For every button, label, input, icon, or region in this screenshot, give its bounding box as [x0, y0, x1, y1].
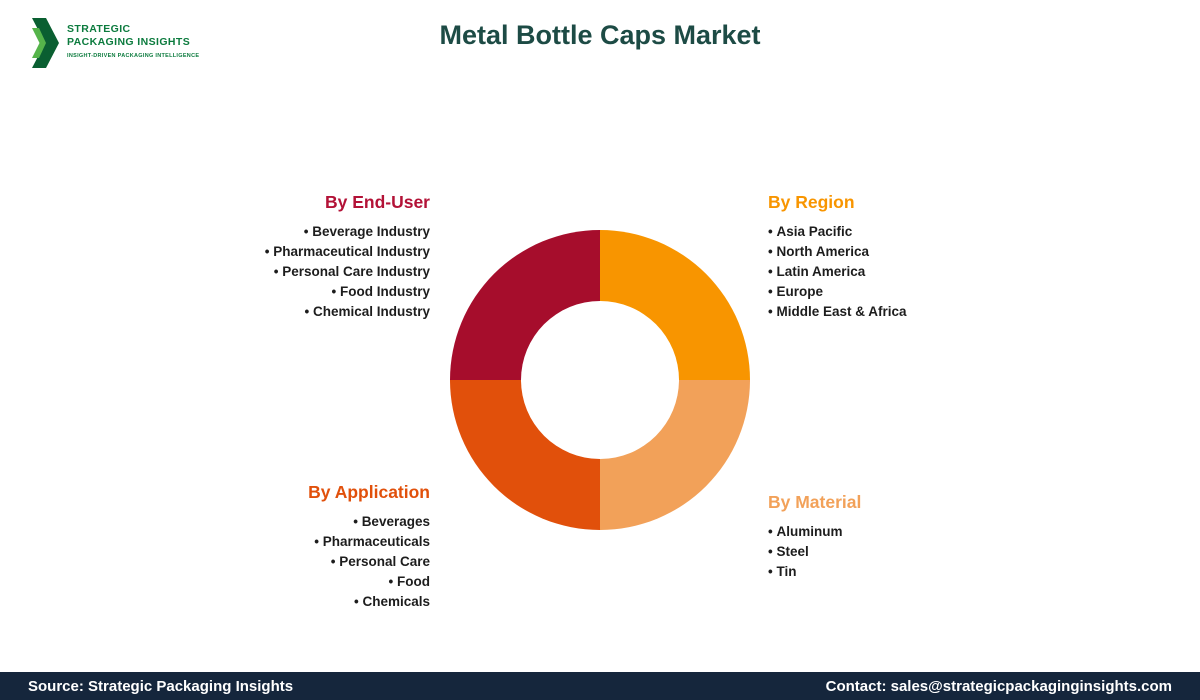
list-item: Food [120, 572, 430, 592]
list-item: Chemical Industry [120, 302, 430, 322]
logo-chevron-icon [32, 18, 59, 68]
list-item: Food Industry [120, 282, 430, 302]
list-item: Beverage Industry [120, 222, 430, 242]
list-item: Personal Care [120, 552, 430, 572]
list-item: Latin America [768, 262, 1078, 282]
brand-logo: STRATEGIC PACKAGING INSIGHTS INSIGHT-DRI… [30, 14, 199, 72]
list-item: Personal Care Industry [120, 262, 430, 282]
list-item: North America [768, 242, 1078, 262]
list-item: Pharmaceutical Industry [120, 242, 430, 262]
logo-name-line1: STRATEGIC [67, 23, 131, 35]
footer-bar: Source: Strategic Packaging Insights Con… [0, 672, 1200, 700]
segment-heading-end-user: By End-User [324, 192, 430, 212]
list-item: Europe [768, 282, 1078, 302]
segment-list-application: Beverages Pharmaceuticals Personal Care … [120, 512, 430, 612]
segment-heading-application: By Application [308, 482, 430, 502]
segment-list-material: Aluminum Steel Tin [768, 522, 1078, 582]
list-item: Tin [768, 562, 1078, 582]
list-item: Steel [768, 542, 1078, 562]
donut-chart [450, 230, 750, 530]
logo-tagline: INSIGHT-DRIVEN PACKAGING INTELLIGENCE [67, 53, 200, 59]
list-item: Aluminum [768, 522, 1078, 542]
logo-name-line2: PACKAGING INSIGHTS [67, 36, 191, 48]
segment-list-region: Asia Pacific North America Latin America… [768, 222, 1078, 322]
list-item: Asia Pacific [768, 222, 1078, 242]
list-item: Beverages [120, 512, 430, 532]
list-item: Middle East & Africa [768, 302, 1078, 322]
segment-application: By Application Beverages Pharmaceuticals… [120, 482, 430, 612]
page-title: Metal Bottle Caps Market [439, 20, 761, 50]
list-item: Pharmaceuticals [120, 532, 430, 552]
footer-contact: Contact: sales@strategicpackaginginsight… [825, 677, 1172, 695]
segment-list-end-user: Beverage Industry Pharmaceutical Industr… [120, 222, 430, 322]
segment-material: By Material Aluminum Steel Tin [768, 492, 1078, 582]
segment-heading-material: By Material [768, 492, 862, 512]
logo-text: STRATEGIC PACKAGING INSIGHTS INSIGHT-DRI… [67, 14, 199, 59]
footer-source: Source: Strategic Packaging Insights [28, 677, 294, 695]
segment-heading-region: By Region [768, 192, 855, 212]
list-item: Chemicals [120, 592, 430, 612]
segment-end-user: By End-User Beverage Industry Pharmaceut… [120, 192, 430, 322]
segment-region: By Region Asia Pacific North America Lat… [768, 192, 1078, 322]
